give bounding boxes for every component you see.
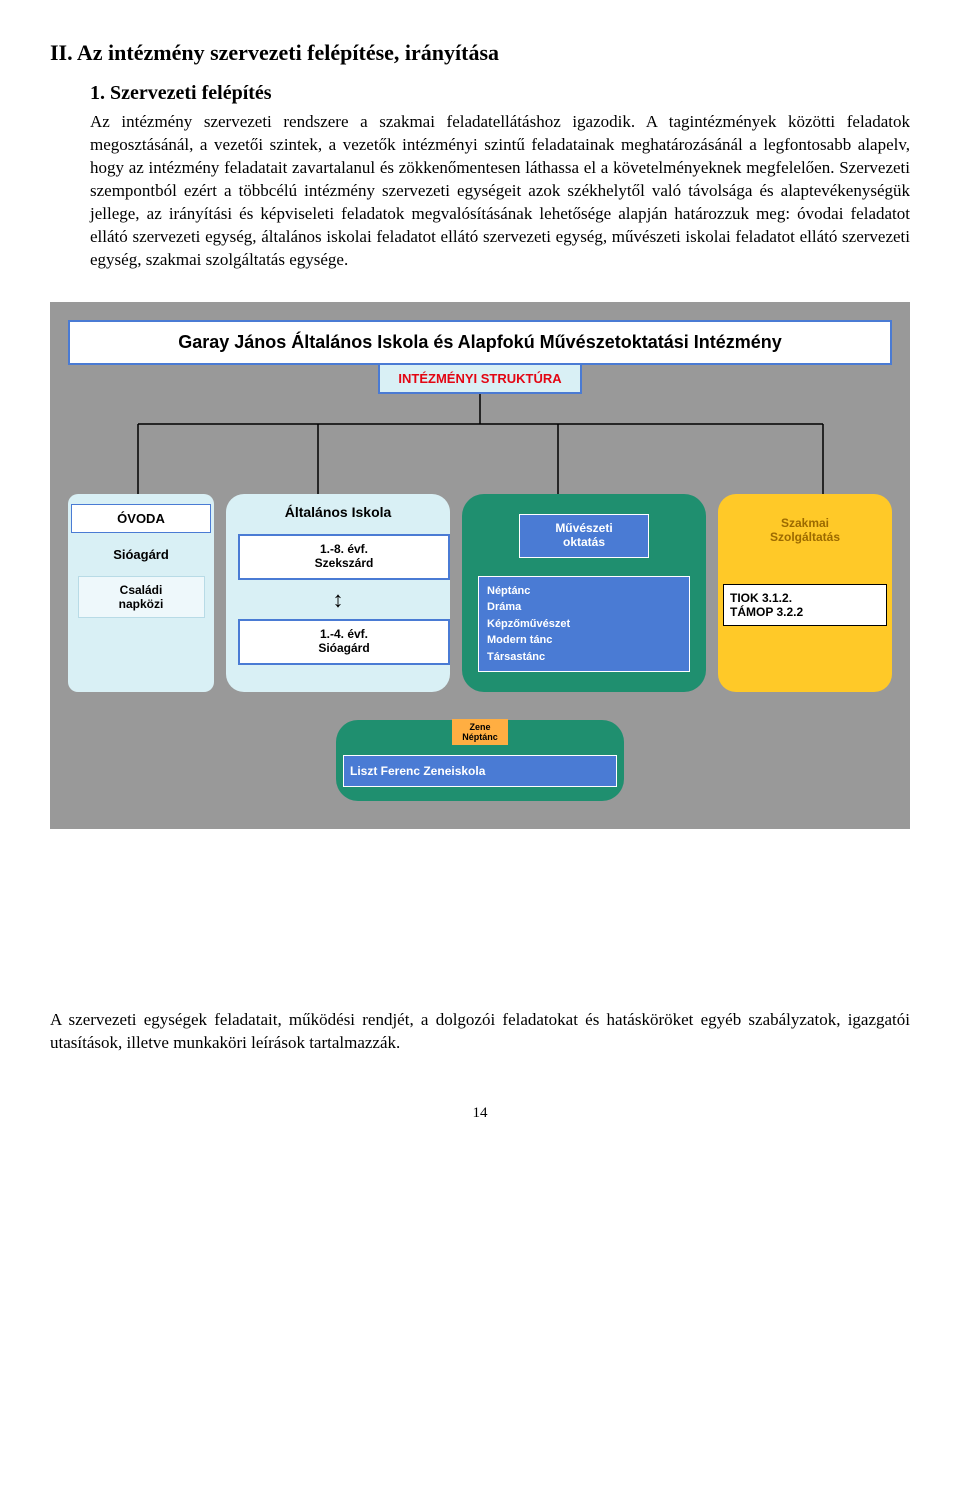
page-number: 14 — [50, 1105, 910, 1122]
iskola-box-1: 1.-8. évf.Szekszárd — [238, 534, 450, 580]
ovoda-column: ÓVODA Sióagárd Családinapközi — [68, 494, 214, 693]
closing-paragraph: A szervezeti egységek feladatait, működé… — [50, 1009, 910, 1055]
ovoda-sub: Sióagárd — [113, 547, 169, 562]
ovoda-box: Családinapközi — [78, 576, 205, 618]
muveszeti-column: Művészetioktatás NéptáncDrámaKépzőművész… — [462, 494, 706, 693]
connector-lines — [68, 394, 892, 494]
body-paragraph: Az intézmény szervezeti rendszere a szak… — [50, 111, 910, 272]
muveszeti-list: NéptáncDrámaKépzőművészetModern táncTárs… — [478, 576, 690, 673]
muveszeti-header: Művészetioktatás — [519, 514, 649, 558]
diagram-title: Garay János Általános Iskola és Alapfokú… — [68, 320, 892, 365]
liszt-tag: ZeneNéptánc — [452, 719, 508, 745]
heading-sub: 1. Szervezeti felépítés — [50, 82, 910, 105]
diagram-subtitle: INTÉZMÉNYI STRUKTÚRA — [378, 363, 581, 394]
ovoda-header: ÓVODA — [71, 504, 211, 533]
liszt-column: ZeneNéptánc Liszt Ferenc Zeneiskola — [336, 720, 624, 801]
szakmai-header: SzakmaiSzolgáltatás — [770, 516, 840, 544]
iskola-header: Általános Iskola — [238, 504, 438, 520]
liszt-title: Liszt Ferenc Zeneiskola — [343, 755, 617, 787]
szakmai-box: TIOK 3.1.2.TÁMOP 3.2.2 — [723, 584, 887, 626]
double-arrow-icon: ↕ — [238, 594, 438, 605]
szakmai-column: SzakmaiSzolgáltatás TIOK 3.1.2.TÁMOP 3.2… — [718, 494, 892, 693]
org-diagram: Garay János Általános Iskola és Alapfokú… — [50, 302, 910, 830]
heading-main: II. Az intézmény szervezeti felépítése, … — [50, 40, 910, 66]
diagram-row: ÓVODA Sióagárd Családinapközi Általános … — [68, 494, 892, 693]
iskola-box-2: 1.-4. évf.Sióagárd — [238, 619, 450, 665]
iskola-column: Általános Iskola 1.-8. évf.Szekszárd ↕ 1… — [226, 494, 450, 693]
diagram-row-2: ZeneNéptánc Liszt Ferenc Zeneiskola — [68, 720, 892, 801]
